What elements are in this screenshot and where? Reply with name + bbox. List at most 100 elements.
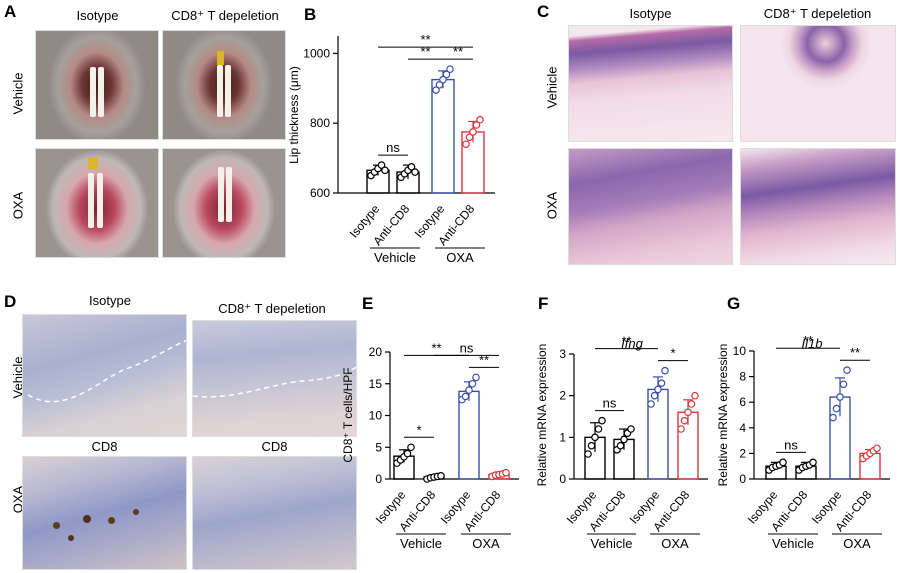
chart-b-point-3-1	[465, 133, 474, 141]
chart-f-sig-label-1: **	[621, 334, 631, 349]
chart-b-group-label-0: Vehicle	[374, 250, 416, 265]
he-histology-vehicle-isotype	[568, 25, 733, 142]
chart-e-ytick-label-2: 10	[369, 409, 383, 423]
chart-g-point-2-3	[839, 380, 848, 389]
chart-f-ytick-label-3: 3	[559, 347, 566, 361]
chart-b-point-3-0	[462, 140, 470, 148]
panel-d-col-label-isotype: Isotype	[89, 293, 131, 308]
chart-g-point-2-1	[832, 404, 841, 413]
panel-letter-e: E	[362, 294, 373, 313]
chart-e-ytick-label-4: 20	[369, 345, 383, 359]
chart-g-point-3-4	[873, 444, 881, 453]
chart-g-sig-label-2: **	[850, 345, 860, 360]
chart-f-point-1-2	[620, 435, 628, 444]
chart-b-point-3-3	[472, 121, 481, 129]
chart-g-ytick-label-2: 4	[739, 421, 746, 435]
ihc-cd8-vehicle-isotype	[22, 314, 187, 437]
mouse-lip-photo-oxa-depletion	[162, 148, 286, 258]
chart-b-ytick-label-0: 600	[310, 186, 330, 200]
chart-f-point-0-3	[594, 425, 603, 433]
ihc-cd8-oxa-isotype	[22, 456, 187, 570]
chart-e-point-2-4	[472, 373, 480, 382]
mouse-lip-photo-vehicle-isotype	[35, 30, 159, 140]
chart-f-point-0-0	[584, 450, 592, 458]
chart-f-point-3-2	[684, 408, 692, 417]
chart-b-sig-label-2: **	[453, 44, 463, 59]
mouse-lip-photo-vehicle-depletion	[162, 30, 286, 140]
chart-f-point-3-0	[677, 425, 685, 433]
chart-e-sig-label-2: **	[479, 352, 489, 367]
panel-d-col-label-depletion: CD8⁺ T depeletion	[218, 301, 326, 316]
ihc-cd8-vehicle-depletion	[192, 320, 357, 437]
chart-g-point-2-4	[843, 366, 851, 375]
chart-g-ytick-label-3: 6	[739, 395, 746, 409]
chart-g-sig-label-0: ns	[784, 437, 798, 452]
chart-f-ytick-label-0: 0	[559, 472, 566, 486]
panel-letter-c: C	[537, 2, 550, 21]
chart-e-group-label-0: Vehicle	[400, 536, 442, 551]
chart-g-ytick-label-1: 2	[739, 446, 746, 460]
panel-d-stain-label-isotype: CD8	[91, 439, 118, 454]
chart-b-point-3-4	[476, 115, 484, 124]
chart-b-ytick-label-1: 800	[310, 116, 330, 130]
chart-f-point-2-4	[661, 366, 669, 375]
chart-b-point-2-4	[446, 65, 454, 73]
chart-f-title: Ifng	[621, 336, 643, 351]
chart-g-ylabel: Relative mRNA expression	[716, 344, 730, 487]
panel-a-col-label-depletion: CD8⁺ T depeletion	[171, 8, 279, 23]
he-histology-oxa-depletion	[740, 148, 896, 265]
chart-g-sig-label-1: **	[803, 333, 813, 348]
chart-b-point-0-4	[381, 166, 389, 175]
chart-f-point-3-3	[687, 400, 696, 408]
chart-b-ylabel: Lip thickness (μm)	[287, 66, 301, 164]
chart-e-point-2-2	[465, 386, 473, 394]
chart-b-point-2-1	[435, 81, 444, 89]
chart-g-ytick-label-4: 8	[739, 370, 746, 384]
ihc-cd8-oxa-depletion	[192, 456, 357, 570]
chart-f-point-2-2	[654, 385, 662, 394]
he-histology-vehicle-depletion	[740, 25, 896, 142]
chart-e-ylabel: CD8⁺ T cells/HPF	[341, 367, 355, 462]
chart-b-bar-2	[431, 78, 455, 194]
chart-e-point-0-3	[403, 449, 412, 458]
chart-b-point-2-2	[439, 75, 447, 84]
chart-e-ytick-label-3: 15	[369, 377, 383, 391]
chart-g-point-1-4	[809, 458, 817, 467]
chart-e-sig-label-0: *	[416, 422, 421, 437]
panel-letter-a: A	[4, 2, 17, 21]
chart-f-group-label-0: Vehicle	[591, 536, 633, 551]
chart-g-group-label-0: Vehicle	[772, 536, 814, 551]
he-histology-oxa-isotype	[568, 148, 733, 265]
chart-b-group-label-1: OXA	[446, 250, 474, 265]
chart-e-point-1-4	[437, 472, 445, 480]
chart-f-point-1-4	[627, 425, 635, 433]
chart-f-ytick-label-2: 2	[559, 389, 566, 403]
chart-b-point-2-0	[432, 86, 440, 94]
chart-b-sig-label-1: **	[420, 44, 430, 59]
chart-f-ytick-label-1: 1	[559, 430, 566, 444]
chart-g-group-label-1: OXA	[843, 536, 871, 551]
chart-b-sig-label-0: ns	[386, 140, 400, 155]
chart-e-point-2-3	[468, 379, 477, 388]
chart-e-bar-2	[458, 390, 480, 480]
chart-b-point-1-4	[411, 168, 419, 176]
panel-letter-f: F	[538, 294, 548, 313]
chart-f-point-2-0	[647, 400, 655, 408]
chart-b-point-0-3	[377, 161, 386, 169]
chart-b-point-2-3	[442, 70, 451, 79]
chart-g-ytick-label-5: 10	[733, 344, 747, 358]
chart-f-point-0-4	[598, 416, 606, 425]
panel-a-col-label-isotype: Isotype	[76, 8, 119, 23]
chart-e-group-label-1: OXA	[472, 536, 500, 551]
chart-e-sig-label-3: ns	[460, 340, 474, 355]
chart-g-ytick-label-0: 0	[739, 472, 746, 486]
panel-d-stain-label-depletion: CD8	[261, 439, 288, 454]
chart-e-point-0-4	[407, 443, 415, 452]
chart-f-point-1-1	[616, 441, 625, 450]
chart-f-ylabel: Relative mRNA expression	[535, 344, 549, 487]
chart-b-point-3-2	[469, 128, 477, 136]
chart-f-point-2-3	[657, 379, 666, 387]
chart-f-point-2-1	[650, 391, 659, 400]
chart-e-ytick-label-0: 0	[375, 472, 382, 486]
